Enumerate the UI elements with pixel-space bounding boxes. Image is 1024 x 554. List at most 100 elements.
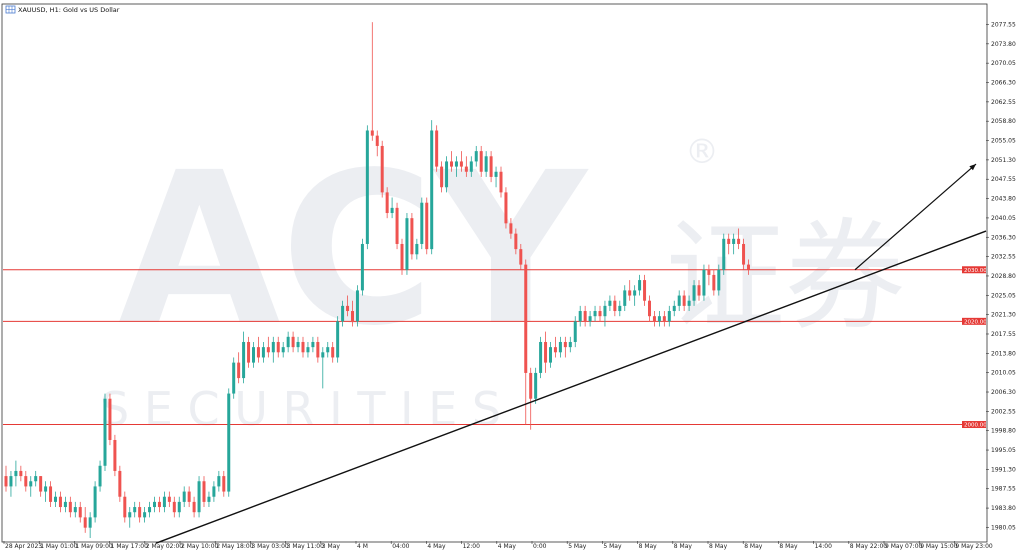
level-label: 2020.00 bbox=[964, 319, 987, 325]
candle bbox=[19, 465, 23, 482]
candle bbox=[281, 341, 285, 358]
x-tick-label: 1 May 09:00 bbox=[75, 543, 113, 550]
x-tick-label: 8 May bbox=[709, 543, 728, 550]
y-tick-label: 2058.80 bbox=[991, 118, 1016, 125]
candle-body bbox=[123, 496, 127, 518]
candle-body bbox=[524, 264, 528, 373]
candle-body bbox=[326, 347, 330, 353]
candle-body bbox=[707, 269, 711, 275]
candle-body bbox=[172, 501, 176, 513]
projection-arrow[interactable] bbox=[854, 163, 977, 271]
candle bbox=[301, 336, 305, 358]
candle-body bbox=[54, 496, 57, 502]
candle bbox=[316, 336, 320, 363]
candle bbox=[573, 316, 577, 348]
candle-body bbox=[247, 341, 251, 363]
candle-body bbox=[539, 341, 543, 373]
candle bbox=[400, 238, 404, 275]
candle-body bbox=[321, 352, 325, 358]
candle bbox=[529, 367, 533, 430]
candle-body bbox=[192, 501, 196, 513]
candle-body bbox=[29, 481, 33, 487]
x-tick-label: 14:00 bbox=[815, 543, 832, 550]
x-tick-label: 28 Apr 2023 bbox=[5, 543, 42, 550]
candle-body bbox=[697, 285, 701, 296]
candle-body bbox=[118, 470, 122, 497]
candle-body bbox=[440, 166, 444, 188]
y-tick-label: 2070.05 bbox=[991, 60, 1016, 67]
candle-body bbox=[628, 290, 632, 296]
candle bbox=[256, 336, 260, 363]
candle-body bbox=[563, 341, 567, 348]
candle bbox=[123, 491, 127, 523]
candle-body bbox=[514, 233, 518, 250]
candle-body bbox=[380, 145, 384, 193]
candle-body bbox=[519, 249, 523, 265]
candle bbox=[93, 481, 97, 523]
candle bbox=[544, 331, 548, 373]
candle-body bbox=[405, 218, 409, 270]
y-tick-label: 2017.55 bbox=[991, 331, 1016, 338]
candle bbox=[657, 311, 661, 327]
candle bbox=[747, 259, 750, 275]
candle-body bbox=[702, 269, 706, 296]
y-tick-label: 2062.55 bbox=[991, 99, 1016, 106]
candle bbox=[162, 491, 166, 513]
candle-body bbox=[271, 341, 275, 353]
candle-body bbox=[256, 347, 260, 358]
candle bbox=[78, 501, 82, 523]
candle-body bbox=[68, 501, 72, 513]
candle-body bbox=[73, 507, 77, 513]
candle-body bbox=[692, 285, 696, 301]
candle-body bbox=[222, 476, 226, 492]
candle bbox=[177, 496, 181, 518]
y-tick-label: 2066.30 bbox=[991, 80, 1016, 87]
candle bbox=[390, 197, 394, 219]
candle bbox=[103, 393, 107, 471]
candle bbox=[514, 228, 518, 255]
candle bbox=[553, 336, 557, 358]
y-tick-label: 2032.55 bbox=[991, 254, 1016, 261]
candle bbox=[261, 341, 265, 363]
candle-body bbox=[618, 305, 622, 312]
candle bbox=[633, 285, 637, 306]
x-tick-label: 1 May 17:00 bbox=[111, 543, 149, 550]
candle bbox=[717, 264, 721, 296]
candle-body bbox=[400, 243, 404, 270]
y-tick-label: 2021.30 bbox=[991, 312, 1016, 319]
candle-body bbox=[687, 300, 691, 306]
candle bbox=[618, 300, 622, 317]
candle-body bbox=[217, 476, 221, 487]
level-price-box bbox=[962, 266, 986, 274]
candle bbox=[222, 470, 226, 497]
candle bbox=[197, 476, 201, 518]
candle-body bbox=[420, 202, 424, 244]
candle bbox=[464, 156, 468, 177]
candle-body bbox=[677, 295, 681, 306]
y-tick-label: 2013.80 bbox=[991, 350, 1016, 357]
support-trendline[interactable] bbox=[155, 230, 987, 544]
candle-body bbox=[623, 290, 627, 306]
candle bbox=[395, 202, 399, 250]
candle-body bbox=[4, 476, 8, 487]
candle bbox=[737, 228, 741, 250]
x-tick-label: 8 May bbox=[674, 543, 693, 550]
candle-body bbox=[360, 243, 364, 291]
candle bbox=[677, 290, 681, 312]
candle-body bbox=[34, 476, 38, 482]
candle bbox=[588, 311, 592, 327]
y-tick-label: 1995.05 bbox=[991, 447, 1016, 454]
candle bbox=[311, 336, 315, 353]
candle-body bbox=[643, 280, 647, 301]
candle bbox=[321, 347, 325, 389]
candle bbox=[534, 367, 538, 404]
candle-body bbox=[182, 491, 186, 502]
candle bbox=[732, 233, 736, 255]
candle-body bbox=[197, 481, 201, 513]
candle bbox=[44, 481, 48, 502]
candle bbox=[58, 491, 62, 513]
y-tick-label: 2077.55 bbox=[991, 21, 1016, 28]
watermark-cn: 证券 bbox=[665, 208, 905, 347]
y-tick-label: 1983.80 bbox=[991, 505, 1016, 512]
